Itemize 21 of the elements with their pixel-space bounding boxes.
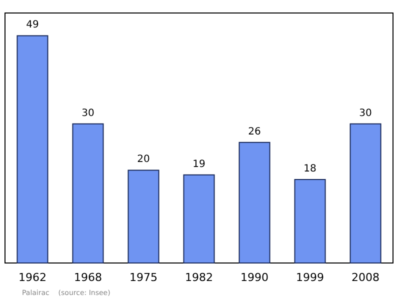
data-label: 30 (359, 108, 372, 119)
bar (238, 142, 270, 264)
bar (72, 123, 104, 264)
x-tick-label: 1968 (74, 271, 102, 284)
data-label: 49 (26, 20, 39, 31)
x-tick-label: 1982 (185, 271, 213, 284)
data-label: 30 (82, 108, 94, 119)
bar (350, 123, 382, 264)
bar (183, 174, 215, 264)
bar (128, 170, 160, 264)
bar (16, 35, 48, 264)
bar (294, 179, 326, 264)
data-label: 19 (192, 158, 206, 170)
data-label: 18 (304, 164, 316, 175)
data-label: 26 (248, 126, 261, 138)
x-tick-label: 1962 (18, 271, 46, 284)
x-tick-label: 1999 (296, 271, 324, 284)
x-tick-label: 1990 (240, 271, 269, 284)
x-tick-label: 1975 (129, 271, 158, 284)
data-label: 20 (137, 154, 150, 166)
x-tick-label: 2008 (352, 271, 380, 284)
